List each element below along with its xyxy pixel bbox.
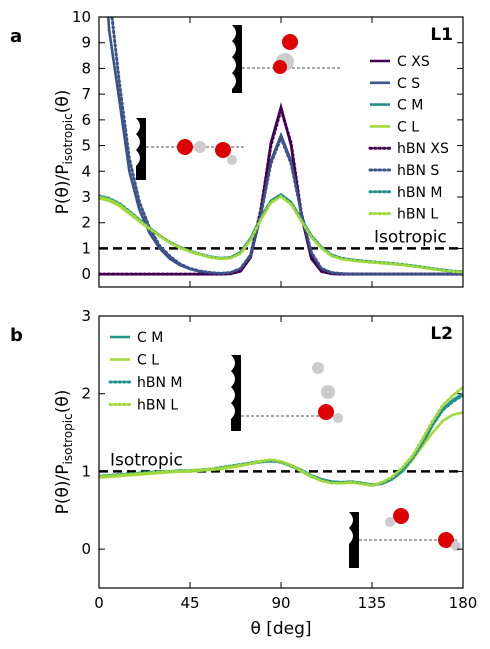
panel-title: L1 — [430, 25, 453, 45]
legend-label: hBN S — [397, 163, 439, 179]
y-tick-label: 0 — [81, 540, 91, 558]
y-axis-label-part: (θ) — [53, 390, 73, 414]
panel-label: a — [10, 26, 22, 47]
y-axis-label-part: P(θ)/P — [53, 164, 73, 214]
y-tick-label: 3 — [81, 188, 91, 206]
y-tick-label: 7 — [81, 85, 91, 103]
x-tick-label: 45 — [180, 594, 199, 612]
legend-label: C M — [137, 330, 163, 346]
legend-label: hBN L — [137, 398, 178, 414]
y-axis-label-part: isotropic — [61, 113, 75, 164]
legend-label: hBN L — [397, 207, 438, 223]
x-tick-label: 135 — [358, 594, 387, 612]
y-axis-label: P(θ)/Pisotropic(θ) — [53, 390, 75, 515]
y-tick-label: 3 — [81, 307, 91, 325]
y-tick-label: 1 — [81, 462, 91, 480]
reference-label: Isotropic — [110, 450, 183, 470]
y-tick-label: 5 — [81, 137, 91, 155]
x-tick-label: 180 — [449, 594, 478, 612]
legend-label: C M — [397, 98, 423, 114]
series-line — [110, 17, 463, 276]
y-tick-label: 0 — [81, 265, 91, 283]
y-tick-label: 2 — [81, 385, 91, 403]
legend-label: C L — [397, 119, 419, 135]
y-axis-label-part: isotropic — [61, 413, 75, 464]
series-line — [99, 386, 463, 487]
series-line — [99, 411, 463, 487]
panel-label: b — [10, 325, 23, 346]
y-axis-label: P(θ)/Pisotropic(θ) — [53, 90, 75, 215]
legend-label: hBN M — [137, 375, 182, 391]
legend-label: C L — [137, 353, 159, 369]
y-tick-label: 6 — [81, 111, 91, 129]
y-tick-label: 2 — [81, 214, 91, 232]
legend-label: hBN XS — [397, 141, 449, 157]
y-tick-label: 1 — [81, 239, 91, 257]
legend-label: C XS — [397, 54, 430, 70]
legend-label: C S — [397, 76, 420, 92]
x-axis-label: θ [deg] — [250, 619, 311, 639]
inset-a1 — [232, 25, 342, 93]
panel-title: L2 — [430, 324, 453, 344]
inset-b2 — [349, 508, 461, 568]
inset-a2 — [136, 118, 246, 180]
y-tick-label: 4 — [81, 162, 91, 180]
y-tick-label: 9 — [81, 34, 91, 52]
inset-b1 — [231, 355, 343, 431]
x-tick-label: 90 — [271, 594, 290, 612]
x-tick-label: 0 — [94, 594, 104, 612]
series-line — [99, 194, 463, 274]
y-tick-label: 8 — [81, 59, 91, 77]
legend-label: hBN M — [397, 185, 442, 201]
plot-frame — [98, 315, 464, 589]
reference-label: Isotropic — [374, 227, 447, 247]
y-axis-label-part: (θ) — [53, 90, 73, 114]
plot-frame — [98, 16, 464, 288]
y-tick-label: 10 — [72, 8, 91, 26]
y-axis-label-part: P(θ)/P — [53, 464, 73, 514]
